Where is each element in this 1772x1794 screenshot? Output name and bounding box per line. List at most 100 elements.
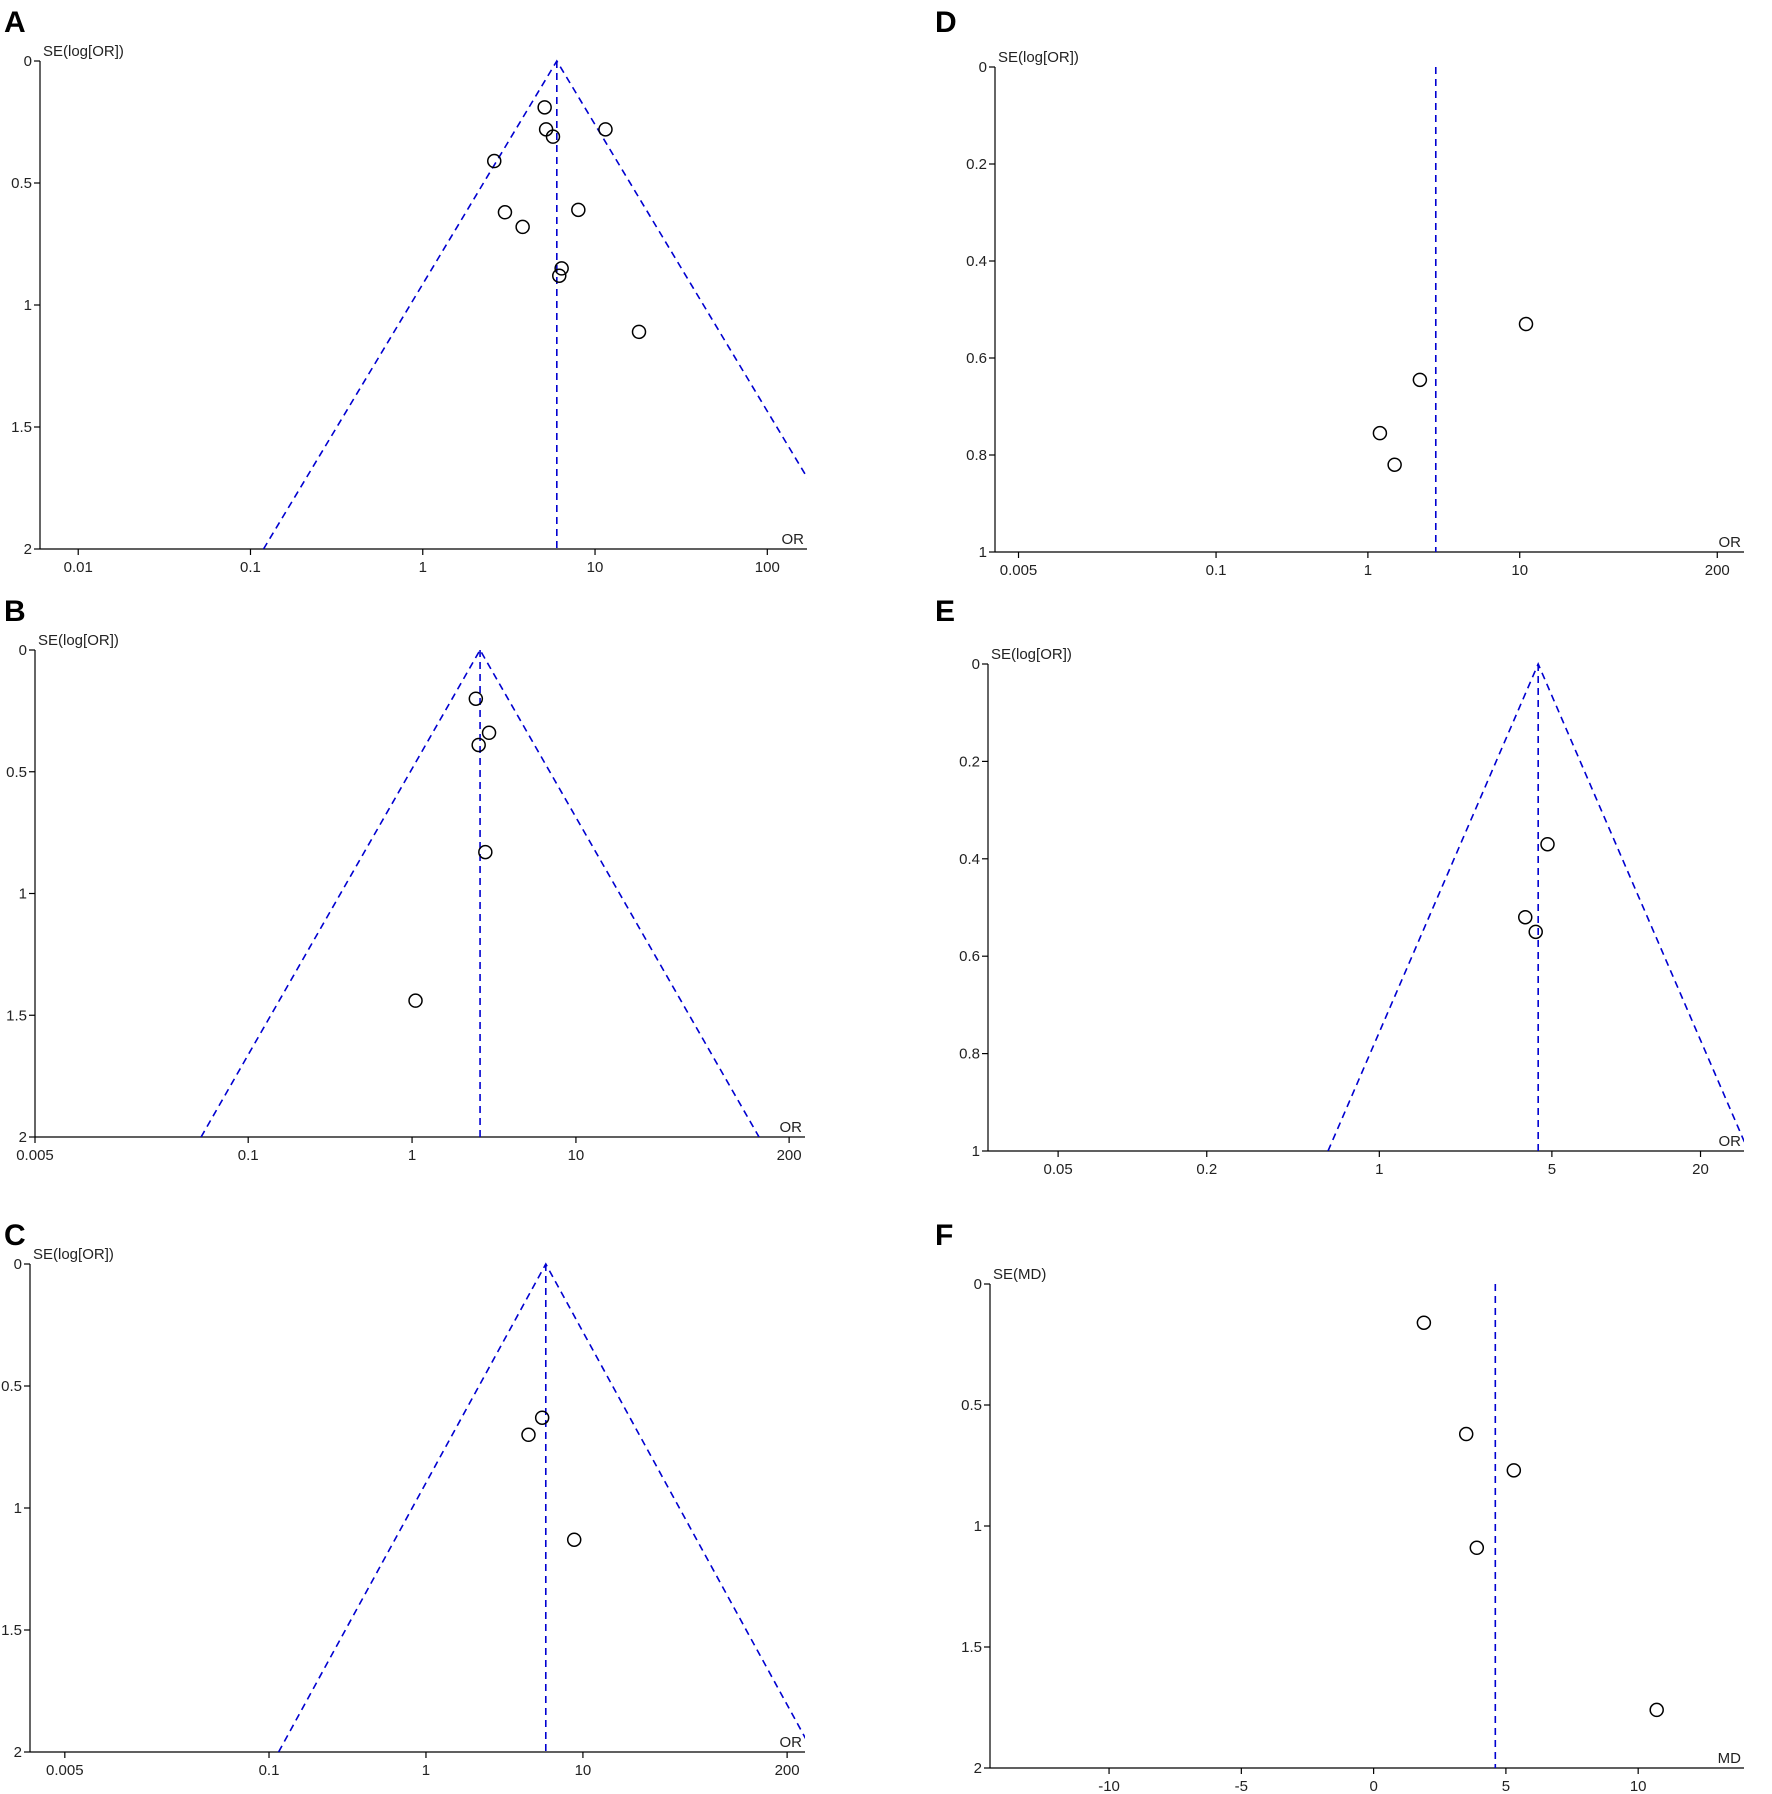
y-tick-label: 1.5	[1, 1622, 22, 1639]
x-axis-title: OR	[780, 1119, 803, 1136]
y-tick-label: 0	[19, 642, 27, 659]
x-tick-label: -5	[1235, 1778, 1248, 1794]
x-tick-label: 200	[1705, 562, 1730, 579]
study-point	[571, 202, 586, 218]
funnel-plot-panel-a: A 0 0.5 1 1.5 2 0.01 0.1 1 10 100 SE(log[OR]) OR	[4, 6, 807, 576]
x-tick-label: 10	[1630, 1778, 1647, 1794]
x-tick-label: 5	[1548, 1161, 1556, 1178]
y-tick-label: 1	[974, 1518, 982, 1535]
x-axis-title: MD	[1718, 1750, 1741, 1767]
y-tick-label: 1	[979, 544, 987, 561]
study-point	[1517, 909, 1533, 925]
x-tick-label: 1	[1364, 562, 1372, 579]
y-axis-title: SE(log[OR])	[43, 43, 124, 60]
x-tick-label: 100	[755, 559, 780, 576]
x-tick-label: 0.1	[238, 1147, 259, 1164]
study-point	[1528, 924, 1543, 940]
study-point	[534, 1410, 550, 1425]
y-tick-label: 0.5	[11, 175, 32, 192]
study-point	[1649, 1702, 1664, 1718]
panel-label: E	[935, 595, 955, 628]
y-tick-label: 1.5	[11, 419, 32, 436]
funnel-plot-panel-c: C 0 0.5 1 1.5 2 0.005 0.1 1 10 200 SE(log[OR]) OR	[1, 1219, 805, 1779]
funnel-plot-panel-f: F 0 0.5 1 1.5 2 -10 -5 0 5 10 SE(MD) MD	[935, 1219, 1744, 1794]
y-tick-label: 0.5	[1, 1378, 22, 1395]
funnel-plot-panel-d: D 0 0.2 0.4 0.6 0.8 1 0.005 0.1 1 10 200 SE(log[OR])…	[935, 6, 1744, 579]
y-tick-label: 1.5	[6, 1007, 27, 1024]
study-point	[408, 993, 423, 1008]
x-tick-label: 200	[777, 1147, 802, 1164]
y-tick-label: 0.2	[966, 156, 987, 173]
funnel-plot-panel-e: E 0 0.2 0.4 0.6 0.8 1 0.05 0.2 1 5 20 SE(log[OR]) OR	[935, 595, 1744, 1178]
y-tick-label: 0.4	[959, 851, 980, 868]
panel-label: F	[935, 1219, 953, 1252]
x-tick-label: 0.005	[1000, 562, 1038, 579]
y-axis-title: SE(MD)	[993, 1266, 1046, 1283]
y-axis-title: SE(log[OR])	[998, 49, 1079, 66]
y-tick-label: 0.6	[959, 948, 980, 965]
y-tick-label: 0	[14, 1256, 22, 1273]
y-tick-label: 0	[974, 1276, 982, 1293]
study-point	[1506, 1463, 1522, 1478]
y-tick-label: 1	[14, 1500, 22, 1517]
y-tick-label: 0.5	[961, 1397, 982, 1414]
x-axis-title: OR	[780, 1734, 803, 1751]
study-point	[468, 691, 484, 706]
y-tick-label: 0.6	[966, 350, 987, 367]
y-axis-title: SE(log[OR])	[38, 632, 119, 649]
x-tick-label: 10	[575, 1762, 592, 1779]
study-point	[486, 153, 502, 169]
y-tick-label: 0	[24, 53, 32, 70]
panel-label: B	[4, 595, 26, 628]
funnel-plot-panel-b: B 0 0.5 1 1.5 20.005 0.1 1 10 200 SE(log[OR]) OR	[4, 595, 805, 1164]
study-point	[1387, 457, 1402, 472]
study-point	[631, 324, 647, 340]
study-point	[537, 100, 552, 115]
study-point	[471, 737, 486, 753]
y-tick-label: 2	[974, 1760, 982, 1777]
y-tick-label: 0.4	[966, 253, 987, 270]
x-axis-title: OR	[782, 531, 805, 548]
x-tick-label: 1	[1375, 1161, 1383, 1178]
x-tick-label: 20	[1692, 1161, 1709, 1178]
study-point	[1518, 316, 1534, 332]
x-tick-label: 0.2	[1196, 1161, 1217, 1178]
study-point	[552, 268, 567, 283]
y-tick-label: 2	[14, 1744, 22, 1761]
study-point	[1540, 836, 1555, 852]
y-tick-label: 1.5	[961, 1639, 982, 1656]
x-tick-label: 0.005	[46, 1762, 84, 1779]
study-point	[1412, 372, 1428, 388]
study-point	[554, 261, 569, 276]
x-tick-label: 1	[422, 1762, 430, 1779]
panel-label: D	[935, 6, 957, 39]
y-tick-label: 0.5	[6, 764, 27, 781]
study-point	[598, 122, 613, 137]
x-tick-label: 0.005	[16, 1147, 54, 1164]
study-point	[478, 844, 493, 860]
study-point	[497, 205, 513, 220]
x-tick-label: 0.1	[240, 559, 261, 576]
x-tick-label: 0.01	[64, 559, 93, 576]
x-axis-title: OR	[1719, 1133, 1742, 1150]
y-tick-label: 2	[24, 541, 32, 558]
x-tick-label: -10	[1098, 1778, 1120, 1794]
study-point	[481, 725, 497, 741]
panel-label: C	[4, 1219, 26, 1252]
x-tick-label: 10	[568, 1147, 585, 1164]
study-point	[1372, 425, 1388, 441]
y-axis-title: SE(log[OR])	[33, 1246, 114, 1263]
study-point	[545, 129, 561, 144]
x-tick-label: 10	[1511, 562, 1528, 579]
study-point	[1458, 1426, 1474, 1442]
y-tick-label: 0.8	[966, 447, 987, 464]
x-tick-label: 5	[1502, 1778, 1510, 1794]
y-tick-label: 1	[19, 886, 27, 903]
x-axis-title: OR	[1719, 534, 1742, 551]
study-point	[515, 219, 530, 235]
study-point	[566, 1532, 582, 1547]
y-tick-label: 1	[24, 297, 32, 314]
study-point	[521, 1427, 536, 1443]
y-tick-label: 0	[972, 656, 980, 673]
